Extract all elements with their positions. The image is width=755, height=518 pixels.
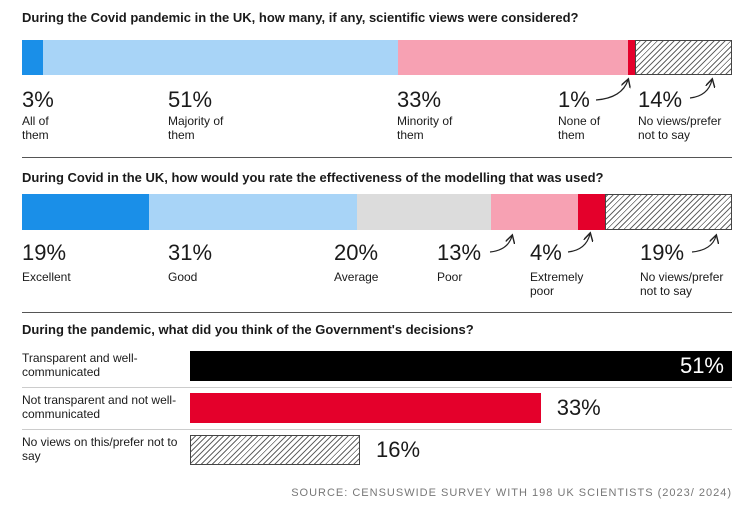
segment <box>356 194 491 230</box>
row-divider <box>22 387 732 388</box>
category-label: Excellent <box>22 270 71 284</box>
category-label: No views/prefer not to say <box>640 270 724 298</box>
segment <box>634 40 732 75</box>
category-label: Extremely poor <box>530 270 584 298</box>
value-label: 33% <box>556 395 601 420</box>
segment <box>604 194 732 230</box>
chart-title: During the Covid pandemic in the UK, how… <box>22 10 579 25</box>
arrow <box>691 236 716 253</box>
value-label: 20% <box>334 240 379 265</box>
bar <box>190 351 732 381</box>
category-label: Not transparent and not well-communicate… <box>22 393 177 421</box>
value-label: 33% <box>397 87 442 112</box>
segment <box>22 40 43 75</box>
value-label: 51% <box>679 353 724 378</box>
value-label: 3% <box>22 87 54 112</box>
segment <box>42 40 398 75</box>
value-label: 14% <box>638 87 683 112</box>
category-label: All of them <box>22 114 49 142</box>
segment <box>577 194 605 230</box>
chart-title: During Covid in the UK, how would you ra… <box>22 170 604 185</box>
category-label: Minority of them <box>397 114 453 142</box>
source: SOURCE: CENSUSWIDE SURVEY WITH 198 UK SC… <box>291 487 732 499</box>
row-divider <box>22 429 732 430</box>
divider <box>22 157 732 158</box>
category-label: Transparent and well-communicated <box>22 351 138 379</box>
arrow <box>595 80 628 101</box>
segment <box>627 40 635 75</box>
arrow <box>489 236 512 253</box>
value-label: 19% <box>640 240 685 265</box>
bar <box>190 393 541 423</box>
category-label: Good <box>168 270 198 284</box>
segment <box>149 194 357 230</box>
segment <box>22 194 150 230</box>
chart-title: During the pandemic, what did you think … <box>22 322 474 337</box>
category-label: Poor <box>437 270 463 284</box>
category-label: No views on this/prefer not to say <box>22 435 178 463</box>
arrow <box>567 234 590 253</box>
value-label: 13% <box>437 240 482 265</box>
category-label: Majority of them <box>168 114 224 142</box>
value-label: 19% <box>22 240 67 265</box>
bar <box>190 435 361 465</box>
segment <box>490 194 578 230</box>
category-label: None of them <box>558 114 601 142</box>
segment <box>397 40 628 75</box>
category-label: No views/prefer not to say <box>638 114 722 142</box>
value-label: 51% <box>168 87 213 112</box>
value-label: 31% <box>168 240 213 265</box>
category-label: Average <box>334 270 379 284</box>
divider <box>22 312 732 313</box>
value-label: 4% <box>530 240 562 265</box>
arrow <box>689 80 712 99</box>
value-label: 16% <box>376 437 421 462</box>
value-label: 1% <box>558 87 590 112</box>
